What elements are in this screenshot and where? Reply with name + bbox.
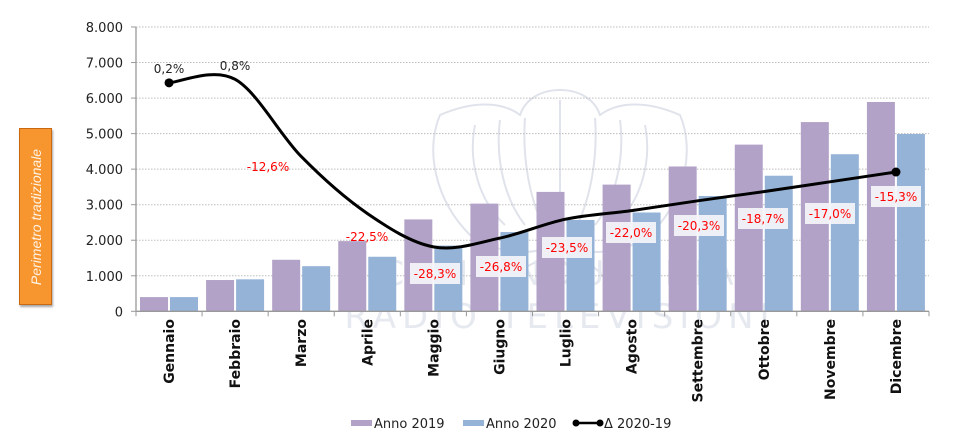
data-label: -28,3% <box>414 267 456 281</box>
legend-swatch-2019 <box>351 420 372 426</box>
data-label-box <box>871 186 921 207</box>
bar-2019 <box>272 259 301 312</box>
x-tick-label: Dicembre <box>889 319 905 394</box>
x-tick-label: Aprile <box>360 319 376 366</box>
side-label-box: Perimetro tradizionale <box>19 128 52 305</box>
x-axis-ticks: Gennaio Febbraio Marzo Aprile Maggio Giugno Lu… <box>135 311 930 402</box>
data-label-box <box>476 256 526 277</box>
data-label: -23,5% <box>546 241 588 255</box>
data-label-box <box>738 208 788 229</box>
data-label-box <box>674 215 724 236</box>
data-label: -15,3% <box>875 190 917 204</box>
legend-label-delta: Δ 2020-19 <box>604 417 671 432</box>
delta-point-marker <box>891 167 901 177</box>
bar-2019 <box>668 166 697 312</box>
data-label: -26,8% <box>480 260 522 274</box>
bar-2020 <box>302 266 331 312</box>
bar-2019 <box>338 241 367 312</box>
data-label: -20,3% <box>678 219 720 233</box>
bar-2020 <box>896 133 925 312</box>
bar-2020 <box>368 256 397 312</box>
legend-label-2020: Anno 2020 <box>486 417 557 432</box>
bar-2019 <box>602 184 631 312</box>
y-tick-label: 1.000 <box>86 270 123 285</box>
y-tick-label: 0 <box>115 305 123 320</box>
data-label: -12,6% <box>247 160 289 174</box>
x-tick-label: Febbraio <box>228 319 244 389</box>
x-tick-label: Novembre <box>823 319 839 400</box>
gridlines <box>136 26 929 277</box>
x-tick-label: Agosto <box>625 319 641 375</box>
delta-point-marker <box>164 78 174 88</box>
legend: Anno 2019 Anno 2020 Δ 2020-19 <box>351 417 671 432</box>
bar-2020 <box>698 195 727 312</box>
y-tick-label: 3.000 <box>86 199 123 214</box>
y-tick-label: 6.000 <box>86 92 123 107</box>
bar-2020 <box>236 279 265 312</box>
legend-label-2019: Anno 2019 <box>374 417 445 432</box>
legend-marker-delta <box>572 419 580 427</box>
delta-data-labels: 0,2% 0,8% -12,6% -22,5% -28,3% -26,8% -23,5% -2… <box>154 59 921 284</box>
delta-line <box>168 73 897 250</box>
delta-line-series <box>164 73 901 250</box>
x-tick-label: Luglio <box>559 319 575 368</box>
data-label-box <box>542 237 592 258</box>
data-label: -22,0% <box>610 226 652 240</box>
data-label: -22,5% <box>346 230 388 244</box>
y-tick-label: 8.000 <box>86 21 123 36</box>
y-tick-label: 7.000 <box>86 57 123 72</box>
legend-marker-delta <box>596 419 604 427</box>
legend-swatch-2020 <box>463 420 484 426</box>
x-tick-label: Maggio <box>426 319 442 377</box>
bar-2019 <box>140 297 168 312</box>
bar-2019 <box>206 280 235 312</box>
data-label: -17,0% <box>809 207 851 221</box>
x-tick-label: Gennaio <box>162 319 178 384</box>
bar-2020 <box>764 175 793 312</box>
bar-2020 <box>566 219 595 312</box>
y-tick-label: 4.000 <box>86 163 123 178</box>
data-label-box <box>805 203 855 224</box>
data-label: -18,7% <box>742 212 784 226</box>
data-label-box <box>606 222 656 243</box>
y-axis-ticks: 0 1.000 2.000 3.000 4.000 5.000 6.000 7.000 8.00… <box>86 21 136 320</box>
y-tick-label: 2.000 <box>86 234 123 249</box>
x-tick-label: Giugno <box>492 319 508 375</box>
x-tick-label: Settembre <box>691 319 707 402</box>
bar-2020 <box>170 297 198 312</box>
x-tick-label: Ottobre <box>757 319 773 380</box>
data-label-box <box>410 263 460 284</box>
x-tick-label: Marzo <box>294 319 310 367</box>
y-tick-label: 5.000 <box>86 128 123 143</box>
data-label: 0,8% <box>220 59 251 73</box>
data-label: 0,2% <box>154 62 185 76</box>
